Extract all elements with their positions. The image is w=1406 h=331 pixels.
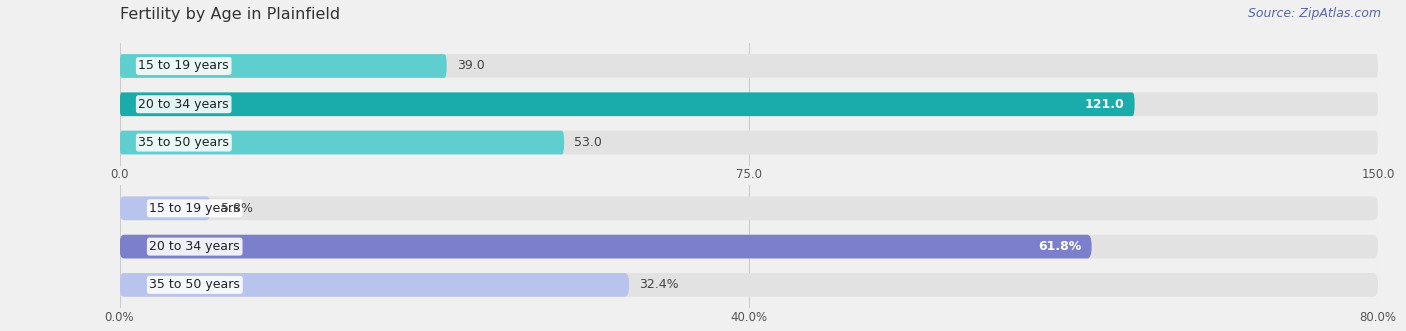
- FancyBboxPatch shape: [120, 131, 1378, 154]
- Text: 53.0: 53.0: [574, 136, 602, 149]
- FancyBboxPatch shape: [120, 54, 447, 78]
- Text: 20 to 34 years: 20 to 34 years: [138, 98, 229, 111]
- Text: 15 to 19 years: 15 to 19 years: [149, 202, 240, 215]
- Text: 15 to 19 years: 15 to 19 years: [138, 60, 229, 72]
- Text: 39.0: 39.0: [457, 60, 485, 72]
- Text: Source: ZipAtlas.com: Source: ZipAtlas.com: [1247, 7, 1381, 20]
- FancyBboxPatch shape: [120, 92, 1378, 116]
- FancyBboxPatch shape: [120, 235, 1378, 259]
- FancyBboxPatch shape: [120, 54, 1378, 78]
- FancyBboxPatch shape: [120, 92, 1135, 116]
- FancyBboxPatch shape: [120, 197, 211, 220]
- Text: Fertility by Age in Plainfield: Fertility by Age in Plainfield: [120, 7, 340, 22]
- Text: 61.8%: 61.8%: [1038, 240, 1081, 253]
- Text: 32.4%: 32.4%: [640, 278, 679, 291]
- Text: 35 to 50 years: 35 to 50 years: [138, 136, 229, 149]
- Text: 35 to 50 years: 35 to 50 years: [149, 278, 240, 291]
- Text: 121.0: 121.0: [1085, 98, 1125, 111]
- Text: 5.8%: 5.8%: [221, 202, 253, 215]
- FancyBboxPatch shape: [120, 273, 628, 297]
- FancyBboxPatch shape: [120, 235, 1091, 259]
- FancyBboxPatch shape: [120, 273, 1378, 297]
- FancyBboxPatch shape: [120, 131, 564, 154]
- Text: 20 to 34 years: 20 to 34 years: [149, 240, 240, 253]
- FancyBboxPatch shape: [120, 197, 1378, 220]
